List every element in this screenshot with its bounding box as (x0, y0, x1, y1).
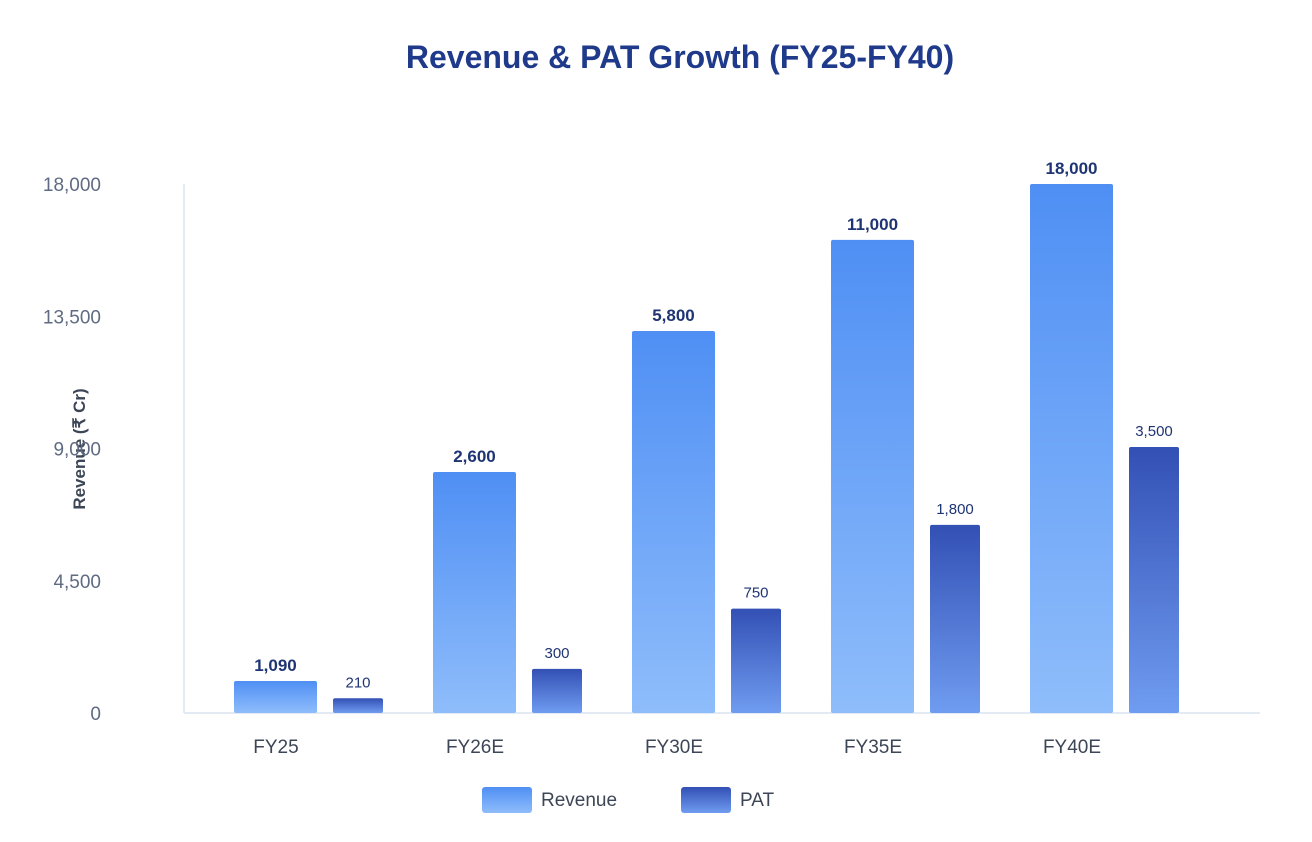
bar-revenue (234, 680, 317, 713)
legend-label-pat: PAT (740, 790, 775, 811)
data-label-pat: 1,800 (936, 501, 974, 518)
y-tick-label: 0 (90, 704, 101, 725)
bar-revenue (831, 239, 914, 714)
legend-swatch-pat (681, 787, 731, 813)
bar-pat (731, 608, 781, 713)
legend-swatch-revenue (482, 787, 532, 813)
data-label-pat: 750 (743, 585, 768, 602)
x-tick-label: FY25 (253, 737, 298, 758)
x-tick-label: FY26E (446, 737, 504, 758)
y-axis-ticks: 0 4,500 9,000 13,500 18,000 (43, 175, 101, 725)
bar-pat (1129, 447, 1179, 713)
x-tick-label: FY40E (1043, 737, 1101, 758)
chart-title: Revenue & PAT Growth (FY25-FY40) (406, 39, 954, 75)
x-axis-ticks: FY25 FY26E FY30E FY35E FY40E (253, 737, 1101, 758)
data-label-revenue: 5,800 (652, 306, 695, 325)
y-tick-label: 18,000 (43, 175, 101, 196)
data-label-pat: 3,500 (1135, 423, 1173, 440)
y-tick-label: 4,500 (53, 572, 101, 593)
bar-pat (532, 668, 582, 713)
y-tick-label: 13,500 (43, 307, 101, 328)
bar-pat (333, 698, 383, 713)
y-tick-label: 9,000 (53, 440, 101, 461)
bar-pat (930, 524, 980, 713)
y-axis-label: Revenue (₹ Cr) (70, 388, 89, 509)
bars: 1,090 210 2,600 300 5,800 750 11,000 1,800 18,00… (234, 159, 1179, 714)
data-label-revenue: 1,090 (254, 656, 297, 675)
bar-revenue (1030, 184, 1113, 713)
legend: Revenue PAT (482, 787, 775, 813)
x-tick-label: FY35E (844, 737, 902, 758)
data-label-pat: 300 (544, 645, 569, 662)
data-label-pat: 210 (345, 674, 370, 691)
data-label-revenue: 11,000 (847, 215, 898, 234)
data-label-revenue: 18,000 (1046, 159, 1098, 178)
bar-revenue (433, 472, 516, 713)
x-tick-label: FY30E (645, 737, 703, 758)
legend-label-revenue: Revenue (541, 790, 617, 811)
bar-revenue (632, 330, 715, 713)
data-label-revenue: 2,600 (453, 447, 496, 466)
